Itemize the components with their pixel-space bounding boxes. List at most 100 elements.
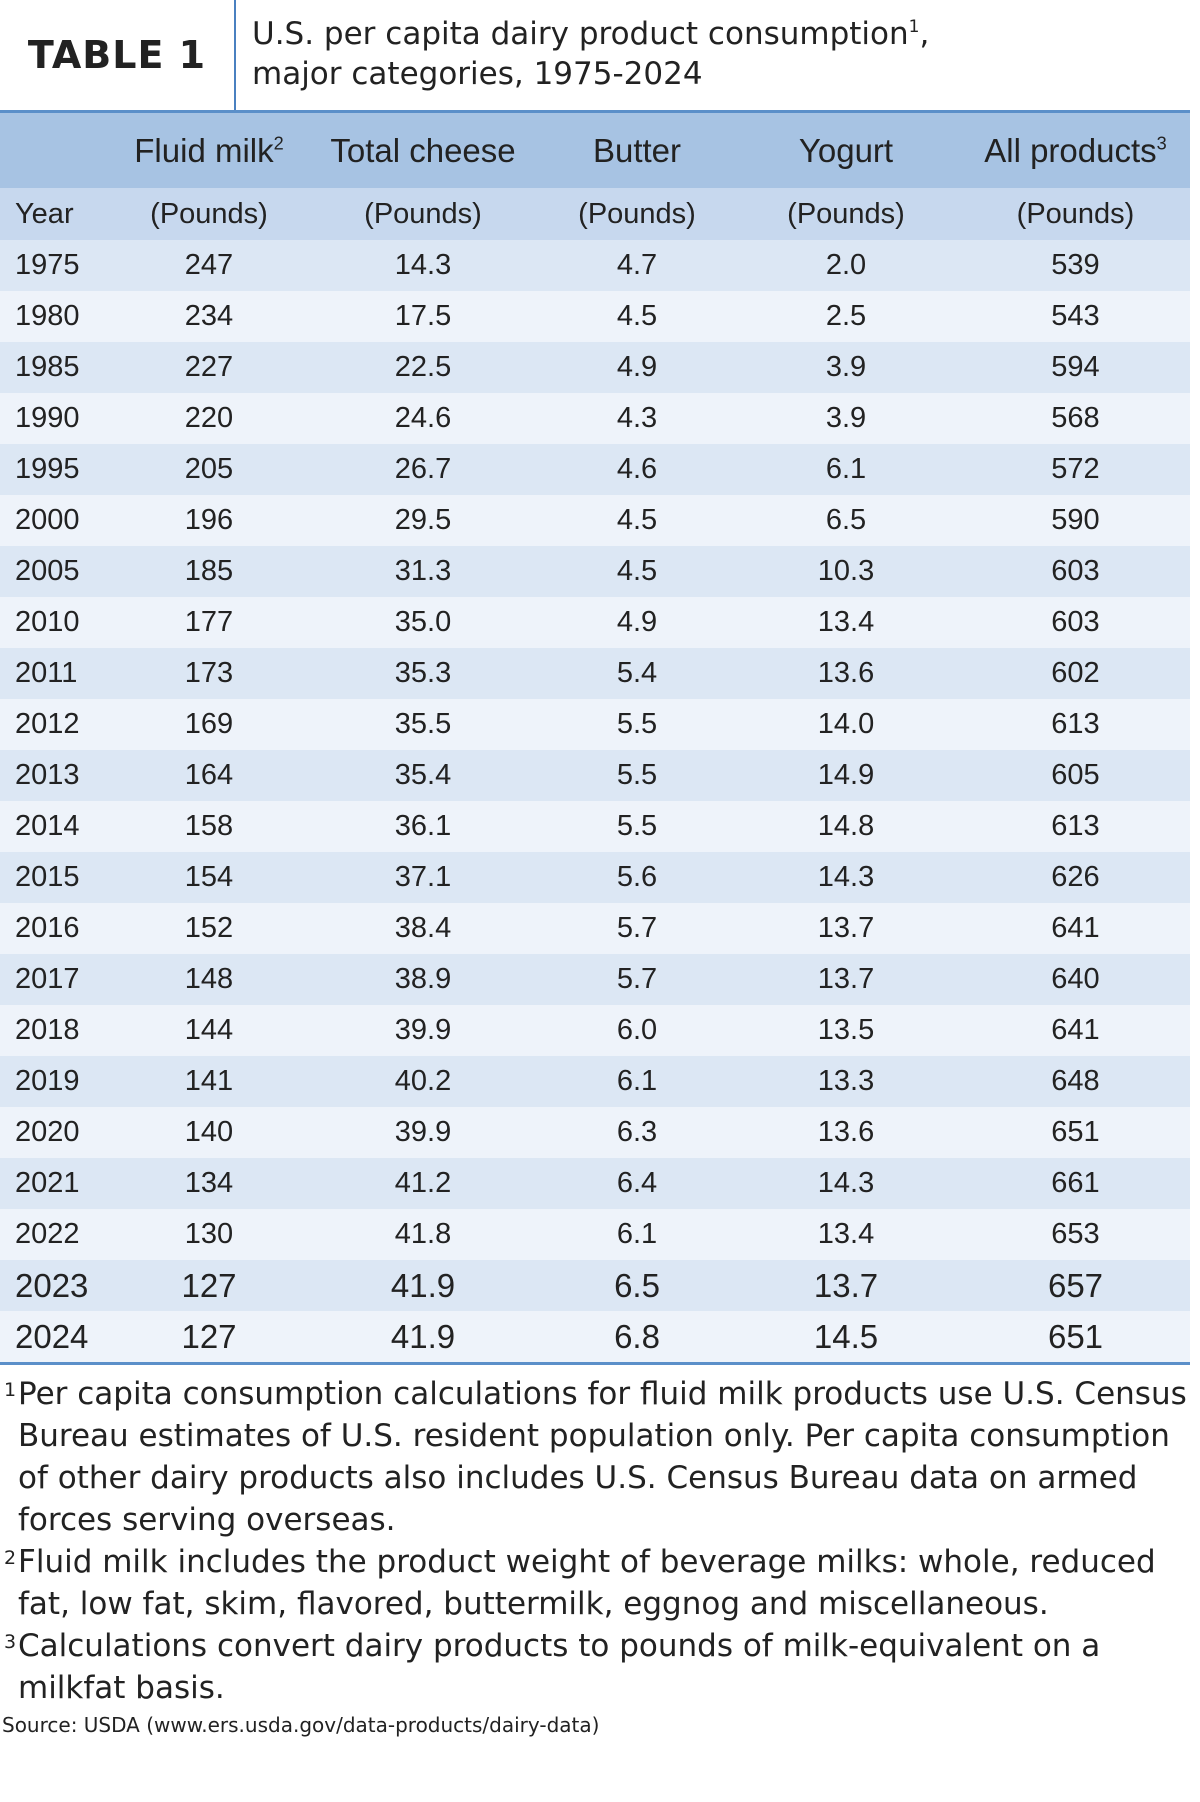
column-header: Fluid milk2 [115,111,303,188]
value-cell: 572 [961,444,1190,495]
year-cell: 2000 [0,495,115,546]
value-cell: 14.3 [731,852,961,903]
value-cell: 247 [115,240,303,291]
value-cell: 13.6 [731,648,961,699]
value-cell: 651 [961,1311,1190,1364]
value-cell: 3.9 [731,393,961,444]
data-row: 2011 173 35.3 5.4 13.6 602 [0,648,1190,699]
value-cell: 5.5 [543,699,731,750]
value-cell: 29.5 [303,495,543,546]
value-cell: 10.3 [731,546,961,597]
value-cell: 653 [961,1209,1190,1260]
value-cell: 2.5 [731,291,961,342]
footnote: 1 Per capita consumption calculations for… [4,1373,1190,1541]
data-row: 1975 247 14.3 4.7 2.0 539 [0,240,1190,291]
header-row: Fluid milk2 Total cheese Butter Yogurt All p… [0,111,1190,188]
value-cell: 35.3 [303,648,543,699]
value-cell: 594 [961,342,1190,393]
year-cell: 2023 [0,1260,115,1311]
data-row: 2010 177 35.0 4.9 13.4 603 [0,597,1190,648]
value-cell: 26.7 [303,444,543,495]
value-cell: 657 [961,1260,1190,1311]
value-cell: 5.6 [543,852,731,903]
value-cell: 177 [115,597,303,648]
unit-cell: (Pounds) [115,188,303,240]
data-table: Fluid milk2 Total cheese Butter Yogurt All p… [0,110,1190,1365]
column-name: Butter [592,131,682,169]
year-cell: 2020 [0,1107,115,1158]
footnote-text: Fluid milk includes the product weight o… [18,1544,1156,1622]
value-cell: 4.6 [543,444,731,495]
column-header: Total cheese [303,111,543,188]
data-row: 2012 169 35.5 5.5 14.0 613 [0,699,1190,750]
value-cell: 134 [115,1158,303,1209]
value-cell: 14.8 [731,801,961,852]
value-cell: 127 [115,1260,303,1311]
value-cell: 13.4 [731,597,961,648]
title-text: major categories, 1975-2024 [252,56,703,92]
data-row: 2013 164 35.4 5.5 14.9 605 [0,750,1190,801]
value-cell: 14.0 [731,699,961,750]
value-cell: 13.7 [731,1260,961,1311]
value-cell: 40.2 [303,1056,543,1107]
table-head: Fluid milk2 Total cheese Butter Yogurt All p… [0,111,1190,240]
value-cell: 603 [961,597,1190,648]
value-cell: 158 [115,801,303,852]
value-cell: 148 [115,954,303,1005]
value-cell: 154 [115,852,303,903]
value-cell: 41.2 [303,1158,543,1209]
value-cell: 13.5 [731,1005,961,1056]
value-cell: 31.3 [303,546,543,597]
data-row: 1985 227 22.5 4.9 3.9 594 [0,342,1190,393]
value-cell: 5.7 [543,903,731,954]
data-row: 2023 127 41.9 6.5 13.7 657 [0,1260,1190,1311]
value-cell: 130 [115,1209,303,1260]
data-row: 2022 130 41.8 6.1 13.4 653 [0,1209,1190,1260]
column-name: Yogurt [798,131,894,169]
value-cell: 140 [115,1107,303,1158]
value-cell: 13.6 [731,1107,961,1158]
value-cell: 127 [115,1311,303,1364]
value-cell: 24.6 [303,393,543,444]
value-cell: 661 [961,1158,1190,1209]
column-header: Butter [543,111,731,188]
year-cell: 1975 [0,240,115,291]
value-cell: 41.9 [303,1260,543,1311]
title-text: , [919,16,930,52]
value-cell: 38.9 [303,954,543,1005]
value-cell: 13.7 [731,954,961,1005]
value-cell: 3.9 [731,342,961,393]
unit-cell: (Pounds) [961,188,1190,240]
year-cell: 2014 [0,801,115,852]
column-header: All products3 [961,111,1190,188]
footnote: 3 Calculations convert dairy products to … [4,1625,1190,1709]
year-cell: 1990 [0,393,115,444]
value-cell: 14.3 [303,240,543,291]
data-row: 1990 220 24.6 4.3 3.9 568 [0,393,1190,444]
value-cell: 39.9 [303,1005,543,1056]
value-cell: 22.5 [303,342,543,393]
footnote-marker: 2 [4,1547,17,1569]
value-cell: 5.5 [543,801,731,852]
value-cell: 227 [115,342,303,393]
year-cell: 2010 [0,597,115,648]
title-text: U.S. per capita dairy product consumptio… [252,16,909,52]
footnote: 2 Fluid milk includes the product weight … [4,1541,1190,1625]
value-cell: 14.3 [731,1158,961,1209]
value-cell: 4.5 [543,495,731,546]
value-cell: 6.3 [543,1107,731,1158]
column-name: All products [984,131,1157,169]
source: Source: USDA (www.ers.usda.gov/data-prod… [2,1713,600,1737]
data-row: 2017 148 38.9 5.7 13.7 640 [0,954,1190,1005]
table-label: TABLE 1 [0,0,236,110]
value-cell: 152 [115,903,303,954]
value-cell: 613 [961,699,1190,750]
value-cell: 14.5 [731,1311,961,1364]
unit-cell: (Pounds) [731,188,961,240]
footnote-ref: 1 [908,17,920,38]
units-row: Year (Pounds) (Pounds) (Pounds) (Pounds) (Pou… [0,188,1190,240]
value-cell: 651 [961,1107,1190,1158]
value-cell: 641 [961,903,1190,954]
value-cell: 6.1 [731,444,961,495]
value-cell: 35.5 [303,699,543,750]
